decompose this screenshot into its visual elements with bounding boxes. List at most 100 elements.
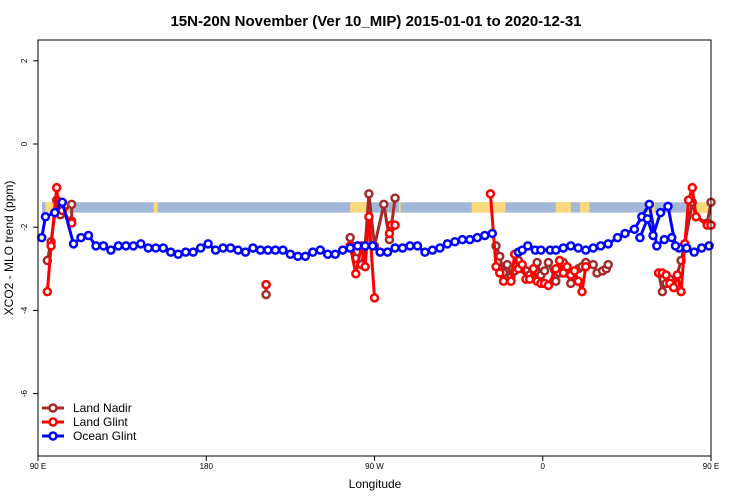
data-point — [517, 259, 527, 270]
data-point — [648, 230, 658, 241]
data-point — [36, 232, 47, 243]
data-point — [603, 239, 613, 249]
data-point — [420, 247, 430, 257]
data-point — [390, 243, 400, 253]
data-point — [495, 268, 505, 278]
data-point — [308, 247, 318, 257]
data-point — [620, 228, 630, 239]
data-point — [487, 228, 498, 239]
land-band-segment — [45, 202, 55, 213]
data-point — [566, 278, 576, 289]
data-point — [165, 247, 176, 257]
data-point — [345, 243, 355, 253]
data-point — [554, 255, 565, 266]
data-point — [225, 243, 236, 253]
data-point — [676, 286, 686, 297]
data-point — [255, 245, 266, 255]
x-tick-label: 0 — [541, 462, 546, 471]
data-point — [672, 270, 683, 280]
data-point — [635, 232, 645, 243]
legend-item-land-nadir: Land Nadir — [42, 401, 132, 415]
data-point — [293, 251, 303, 262]
data-point — [360, 261, 370, 272]
x-axis: 90 E 180 90 W 0 90 E — [30, 456, 719, 471]
data-point — [261, 289, 271, 300]
data-point — [300, 251, 311, 262]
data-point — [337, 245, 348, 255]
data-point — [528, 264, 539, 274]
land-band-segment — [471, 202, 506, 213]
x-tick-label: 90 W — [365, 462, 384, 471]
data-point — [644, 199, 655, 210]
series-segment — [367, 216, 376, 299]
legend-item-ocean-glint: Ocean Glint — [42, 429, 137, 443]
data-point — [551, 264, 561, 274]
series-layer — [36, 182, 716, 303]
data-point — [121, 241, 131, 251]
data-point — [670, 241, 681, 251]
data-point — [502, 259, 512, 270]
data-point — [345, 232, 355, 243]
data-point — [360, 241, 370, 251]
data-point — [270, 245, 281, 255]
data-point — [66, 199, 77, 210]
y-tick-label: 2 — [20, 58, 29, 63]
data-point — [558, 243, 569, 253]
data-point — [495, 251, 505, 262]
series-segment — [373, 203, 386, 247]
data-point — [263, 245, 273, 255]
data-point — [435, 243, 445, 253]
land-ocean-band — [42, 202, 710, 213]
data-point — [427, 245, 438, 255]
data-point — [83, 230, 94, 241]
land-band-segment — [555, 202, 571, 213]
series-segment — [45, 245, 53, 292]
land-band-segment — [580, 202, 590, 213]
data-point — [543, 280, 554, 291]
y-tick-label: -2 — [20, 223, 29, 231]
land-band-segment — [153, 202, 158, 213]
data-point — [569, 266, 580, 276]
data-point — [364, 212, 374, 222]
data-point — [652, 241, 662, 251]
data-point — [566, 241, 576, 251]
data-point — [173, 249, 183, 259]
data-point — [612, 232, 623, 243]
data-point — [68, 239, 79, 249]
data-point — [323, 249, 333, 259]
data-point — [657, 286, 668, 297]
data-point — [573, 243, 584, 253]
data-point — [261, 279, 271, 290]
legend: Land Nadir Land Glint Ocean Glint — [42, 401, 137, 443]
data-point — [143, 243, 154, 253]
data-point — [369, 293, 380, 303]
legend-label-ocean-glint: Ocean Glint — [73, 429, 137, 443]
data-point — [233, 245, 243, 255]
data-point — [442, 239, 453, 249]
data-point — [551, 245, 561, 255]
data-point — [128, 241, 139, 251]
data-point — [523, 241, 533, 251]
data-point — [248, 243, 258, 253]
chart-title: 15N-20N November (Ver 10_MIP) 2015-01-01… — [170, 13, 581, 30]
data-point — [390, 193, 400, 203]
data-point — [498, 276, 509, 287]
data-point — [485, 189, 496, 199]
data-point — [379, 199, 389, 210]
data-point — [203, 239, 213, 249]
data-point — [315, 245, 326, 255]
legend-label-land-glint: Land Glint — [73, 415, 128, 429]
data-point — [382, 247, 393, 257]
data-point — [696, 243, 707, 253]
data-point — [681, 243, 692, 253]
series-ocean-glint — [36, 197, 714, 262]
data-point — [106, 245, 116, 255]
series-segment — [60, 201, 75, 245]
data-point — [551, 276, 561, 287]
data-point — [480, 230, 490, 241]
y-tick-label: -6 — [20, 389, 29, 397]
data-point — [577, 286, 587, 297]
data-point — [91, 241, 101, 251]
data-point — [351, 269, 361, 279]
